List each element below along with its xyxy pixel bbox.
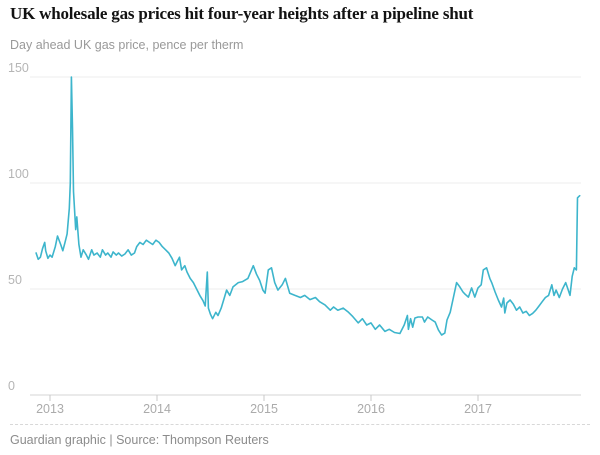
y-axis-tick-label: 150 [8,61,29,75]
y-axis-tick-label: 100 [8,167,29,181]
x-axis-tick-label: 2016 [357,402,385,416]
chart-subtitle: Day ahead UK gas price, pence per therm [10,38,244,52]
x-axis-tick-label: 2013 [36,402,64,416]
footer-divider [10,424,590,425]
price-line-series [35,76,581,336]
x-axis-tick-label: 2015 [250,402,278,416]
y-axis-tick-label: 0 [8,379,15,393]
page-title: UK wholesale gas prices hit four-year he… [10,4,474,23]
x-axis-tick-label: 2017 [464,402,492,416]
y-axis-tick-label: 50 [8,273,22,287]
source-credit: Guardian graphic | Source: Thompson Reut… [10,433,269,447]
x-axis-tick-label: 2014 [143,402,171,416]
